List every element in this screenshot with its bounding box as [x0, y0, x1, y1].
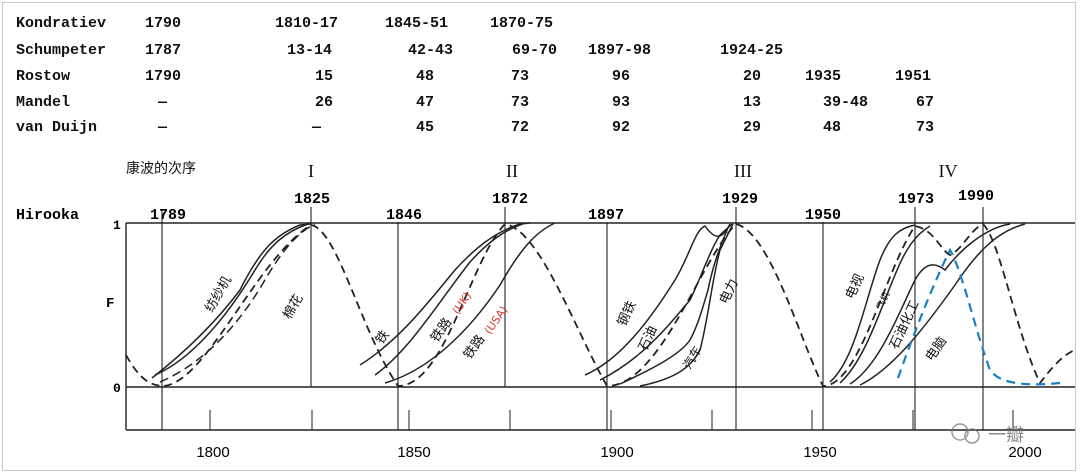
cell: 92: [612, 119, 631, 136]
curve-label: 石油化工: [887, 298, 923, 351]
trough-year: 1950: [805, 207, 841, 224]
y-axis-label: F: [106, 296, 114, 312]
peak-year: 1825: [294, 191, 330, 208]
x-axis-ticks: [209, 410, 1014, 430]
cell: 93: [612, 94, 631, 111]
wave-heading: 康波的次序: [126, 160, 196, 177]
reference-lines: [161, 207, 984, 430]
x-tick-label: 2000: [1008, 444, 1041, 461]
curve-auto: [619, 227, 729, 385]
peak-year: 1990: [958, 188, 994, 205]
curve-steel: [584, 223, 731, 376]
wave-numeral-1: I: [308, 161, 314, 181]
watermark: 一瓣: [951, 423, 1024, 446]
cell: 67: [916, 94, 935, 111]
wave-numeral-2: II: [506, 161, 518, 181]
cell: 1924-25: [720, 42, 784, 59]
cell: 73: [511, 68, 530, 85]
cell: —: [158, 94, 168, 111]
cell: 48: [416, 68, 435, 85]
cell: 45: [416, 119, 435, 136]
cell: —: [158, 119, 168, 136]
chat-bubble-icon: [951, 423, 969, 441]
curve-power: [639, 223, 734, 387]
trough-year: 1789: [150, 207, 186, 224]
curve-iron: [359, 222, 531, 366]
cell: 26: [315, 94, 334, 111]
curve-cotton: [159, 223, 316, 383]
curve-label: 石油: [636, 324, 661, 354]
x-tick-label: 1800: [196, 444, 229, 461]
curve-label: 铁路: [460, 332, 488, 362]
cell: 1787: [145, 42, 182, 59]
curve-label: 纺纱机: [202, 274, 234, 315]
peak-year: 1973: [898, 191, 934, 208]
peak-year: 1929: [722, 191, 758, 208]
wave-numeral-3: III: [734, 161, 752, 181]
trough-year: 1897: [588, 207, 624, 224]
curve-spinning-2: [154, 223, 309, 376]
watermark-text: 一瓣: [988, 425, 1024, 446]
curve-rail-uk: [374, 222, 526, 376]
curve-spinning: [151, 223, 312, 379]
curve-rail-usa: [384, 222, 556, 384]
cell: 1870-75: [490, 15, 554, 32]
curve-label-qualifier: (USA): [482, 304, 511, 337]
row-label-van-duijn: van Duijn: [16, 119, 98, 136]
curve-computer: [859, 223, 1026, 386]
cell: 1790: [145, 68, 182, 85]
row-label-mandel: Mandel: [16, 94, 71, 111]
wave-numeral-4: IV: [939, 161, 958, 181]
curve-label: 电脑: [923, 334, 950, 364]
trough-year: 1846: [386, 207, 422, 224]
cell: 15: [315, 68, 334, 85]
cell: 1897-98: [588, 42, 652, 59]
curve-petrochem: [849, 223, 1011, 385]
cell: 13-14: [287, 42, 333, 59]
row-label-kondratiev: Kondratiev: [16, 15, 107, 32]
x-tick-label: 1850: [397, 444, 430, 461]
cell: 48: [823, 119, 842, 136]
long-wave-curve: [125, 222, 1076, 387]
curve-label: 电视: [843, 272, 868, 302]
cell: 1935: [805, 68, 842, 85]
curve-aircraft: [839, 225, 931, 384]
cell: 69-70: [512, 42, 558, 59]
cell: 39-48: [823, 94, 869, 111]
y-tick-0: 0: [113, 381, 121, 396]
chat-bubble-icon: [964, 428, 980, 444]
cell: 1845-51: [385, 15, 449, 32]
cell: 29: [743, 119, 762, 136]
y-tick-1: 1: [113, 218, 121, 233]
peak-year: 1872: [492, 191, 528, 208]
row-label-rostow: Rostow: [16, 68, 71, 85]
cell: 47: [416, 94, 435, 111]
blue-dashed-curve: [896, 247, 1061, 386]
cell: 42-43: [408, 42, 454, 59]
cell: 73: [511, 94, 530, 111]
cell: —: [312, 119, 322, 136]
cell: 1790: [145, 15, 182, 32]
x-tick-label: 1900: [600, 444, 633, 461]
cell: 1810-17: [275, 15, 339, 32]
hirooka-label: Hirooka: [16, 207, 79, 224]
x-tick-label: 1950: [803, 444, 836, 461]
curve-oil: [599, 223, 733, 381]
cell: 13: [743, 94, 762, 111]
row-label-schumpeter: Schumpeter: [16, 42, 107, 59]
curve-label: 电力: [717, 277, 742, 307]
curve-tv: [829, 224, 916, 383]
curve-label: 棉花: [280, 291, 307, 322]
cell: 20: [743, 68, 762, 85]
curve-label: 钢铁: [615, 299, 640, 329]
curve-label: 飞机: [874, 290, 892, 311]
cell: 96: [612, 68, 631, 85]
cell: 73: [916, 119, 935, 136]
cell: 72: [511, 119, 530, 136]
curve-label-qualifier: (UK): [450, 290, 474, 317]
cell: 1951: [895, 68, 932, 85]
